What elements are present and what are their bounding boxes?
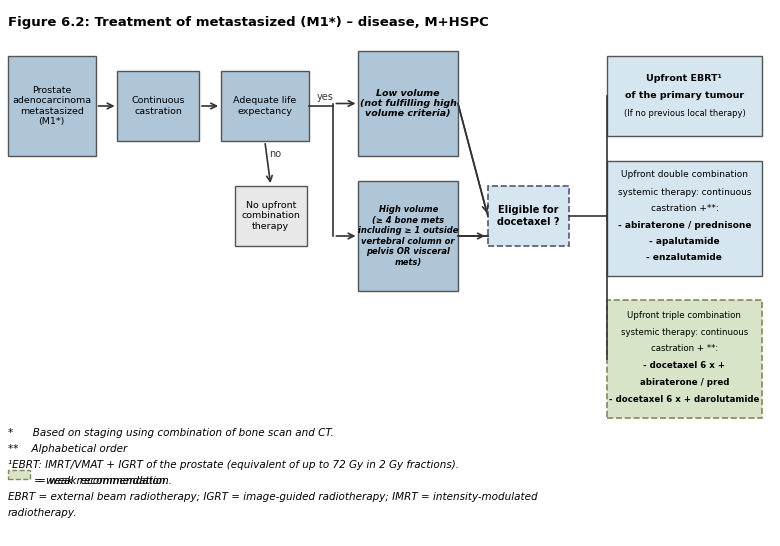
- Text: - docetaxel 6 x +: - docetaxel 6 x +: [644, 361, 725, 370]
- Text: ¹EBRT: IMRT/VMAT + IGRT of the prostate (equivalent of up to 72 Gy in 2 Gy fract: ¹EBRT: IMRT/VMAT + IGRT of the prostate …: [8, 460, 459, 470]
- Text: EBRT = external beam radiotherapy; IGRT = image-guided radiotherapy; IMRT = inte: EBRT = external beam radiotherapy; IGRT …: [8, 492, 537, 502]
- Text: - abiraterone / prednisone: - abiraterone / prednisone: [618, 221, 751, 229]
- FancyBboxPatch shape: [221, 71, 309, 141]
- Text: - docetaxel 6 x + darolutamide: - docetaxel 6 x + darolutamide: [609, 395, 760, 404]
- FancyBboxPatch shape: [235, 186, 307, 246]
- FancyBboxPatch shape: [608, 56, 761, 136]
- Text: Eligible for
docetaxel ?: Eligible for docetaxel ?: [498, 205, 560, 227]
- FancyBboxPatch shape: [8, 56, 96, 156]
- Text: systemic therapy: continuous: systemic therapy: continuous: [618, 188, 751, 197]
- Text: Upfront EBRT¹: Upfront EBRT¹: [647, 74, 722, 83]
- FancyBboxPatch shape: [358, 181, 458, 291]
- Text: castration + **:: castration + **:: [651, 345, 718, 353]
- Text: **    Alphabetical order: ** Alphabetical order: [8, 444, 127, 454]
- Text: High volume
(≥ 4 bone mets
including ≥ 1 outside
vertebral column or
pelvis OR v: High volume (≥ 4 bone mets including ≥ 1…: [358, 205, 459, 266]
- Text: Low volume
(not fulfilling high
volume criteria): Low volume (not fulfilling high volume c…: [360, 88, 456, 118]
- FancyBboxPatch shape: [358, 51, 458, 156]
- FancyBboxPatch shape: [8, 470, 30, 479]
- FancyBboxPatch shape: [608, 300, 761, 418]
- Text: of the primary tumour: of the primary tumour: [625, 92, 744, 100]
- Text: - apalutamide: - apalutamide: [649, 237, 720, 246]
- Text: Upfront          combination: Upfront combination: [629, 170, 739, 179]
- FancyBboxPatch shape: [118, 71, 199, 141]
- FancyBboxPatch shape: [608, 161, 761, 276]
- Text: Upfront triple combination: Upfront triple combination: [627, 311, 741, 319]
- Text: systemic therapy: continuous: systemic therapy: continuous: [621, 328, 748, 336]
- Text: Prostate
adenocarcinoma
metastasized
(M1*): Prostate adenocarcinoma metastasized (M1…: [12, 86, 91, 126]
- Text: No upfront
combination
therapy: No upfront combination therapy: [241, 201, 300, 231]
- Text: - enzalutamide: - enzalutamide: [647, 253, 722, 263]
- Text: yes: yes: [317, 92, 333, 102]
- Text: no: no: [269, 149, 281, 159]
- Text: = weak recommendation.: = weak recommendation.: [34, 476, 168, 486]
- Text: radiotherapy.: radiotherapy.: [8, 508, 77, 518]
- Text: Upfront double combination: Upfront double combination: [621, 170, 748, 179]
- Text: Adequate life
expectancy: Adequate life expectancy: [233, 96, 296, 116]
- Text: = weak recommendation.: = weak recommendation.: [8, 476, 172, 486]
- Text: Continuous
castration: Continuous castration: [132, 96, 185, 116]
- FancyBboxPatch shape: [488, 186, 569, 246]
- Text: *      Based on staging using combination of bone scan and CT.: * Based on staging using combination of …: [8, 428, 334, 438]
- Text: (If no previous local therapy): (If no previous local therapy): [623, 109, 746, 118]
- Text: castration +**:: castration +**:: [651, 204, 718, 213]
- Text: abiraterone / pred: abiraterone / pred: [640, 378, 729, 387]
- Text: Figure 6.2: Treatment of metastasized (M1*) – disease, M+HSPC: Figure 6.2: Treatment of metastasized (M…: [8, 16, 489, 29]
